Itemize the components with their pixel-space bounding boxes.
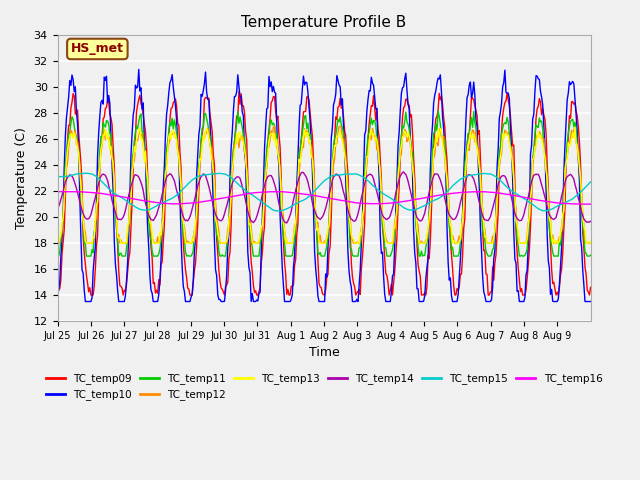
Title: Temperature Profile B: Temperature Profile B	[241, 15, 406, 30]
TC_temp10	[380, 274, 387, 279]
Y-axis label: Temperature (C): Temperature (C)	[15, 127, 28, 229]
Line: TC_temp16: TC_temp16	[58, 192, 591, 204]
TC_temp15	[354, 172, 362, 178]
TC_temp13	[538, 136, 545, 142]
TC_temp11	[435, 108, 442, 114]
TC_temp15	[221, 171, 228, 177]
TC_temp11	[378, 202, 385, 208]
TC_temp14	[540, 190, 548, 196]
TC_temp13	[571, 124, 579, 130]
TC_temp12	[353, 239, 361, 245]
TC_temp16	[539, 198, 547, 204]
TC_temp12	[379, 212, 387, 217]
TC_temp09	[280, 239, 287, 244]
TC_temp13	[54, 240, 61, 246]
TC_temp14	[587, 218, 595, 224]
TC_temp13	[352, 240, 360, 246]
TC_temp10	[135, 67, 143, 72]
TC_temp13	[587, 240, 595, 246]
TC_temp10	[587, 299, 595, 304]
Line: TC_temp09: TC_temp09	[58, 92, 591, 295]
TC_temp15	[276, 208, 284, 214]
TC_temp10	[540, 123, 548, 129]
TC_temp16	[379, 201, 387, 206]
TC_temp13	[445, 215, 453, 220]
TC_temp15	[281, 207, 289, 213]
TC_temp11	[54, 253, 61, 259]
TC_temp09	[587, 285, 595, 290]
TC_temp12	[220, 240, 227, 246]
TC_temp09	[235, 89, 243, 95]
TC_temp14	[220, 215, 227, 220]
TC_temp15	[587, 179, 595, 185]
TC_temp11	[278, 214, 286, 220]
TC_temp11	[587, 252, 595, 258]
TC_temp09	[447, 238, 454, 244]
TC_temp14	[400, 169, 408, 175]
TC_temp10	[281, 299, 289, 304]
TC_temp09	[54, 292, 61, 298]
Line: TC_temp13: TC_temp13	[58, 127, 591, 243]
TC_temp16	[220, 195, 227, 201]
TC_temp13	[378, 195, 385, 201]
TC_temp12	[54, 240, 61, 246]
TC_temp15	[81, 170, 88, 176]
TC_temp14	[353, 215, 361, 220]
TC_temp13	[220, 240, 227, 246]
TC_temp10	[54, 291, 61, 297]
TC_temp12	[271, 123, 278, 129]
TC_temp11	[352, 253, 360, 259]
TC_temp10	[221, 288, 229, 293]
Line: TC_temp12: TC_temp12	[58, 126, 591, 243]
TC_temp11	[447, 230, 454, 236]
Text: HS_met: HS_met	[71, 42, 124, 56]
TC_temp10	[447, 293, 455, 299]
TC_temp15	[54, 174, 61, 180]
TC_temp15	[380, 191, 387, 197]
TC_temp11	[539, 126, 547, 132]
TC_temp16	[587, 201, 595, 207]
X-axis label: Time: Time	[308, 346, 339, 359]
Line: TC_temp15: TC_temp15	[58, 173, 591, 211]
TC_temp12	[587, 240, 595, 246]
TC_temp09	[379, 224, 387, 229]
TC_temp11	[220, 253, 227, 259]
TC_temp16	[584, 201, 591, 207]
Legend: TC_temp09, TC_temp10, TC_temp11, TC_temp12, TC_temp13, TC_temp14, TC_temp15, TC_: TC_temp09, TC_temp10, TC_temp11, TC_temp…	[42, 369, 607, 405]
TC_temp14	[379, 212, 387, 218]
TC_temp16	[447, 191, 454, 196]
TC_temp14	[447, 215, 455, 221]
TC_temp16	[274, 189, 282, 194]
TC_temp09	[220, 289, 227, 295]
TC_temp14	[278, 215, 286, 220]
TC_temp12	[447, 221, 454, 227]
TC_temp16	[54, 189, 61, 194]
TC_temp12	[539, 136, 547, 142]
TC_temp16	[353, 200, 361, 206]
TC_temp13	[278, 214, 286, 220]
Line: TC_temp14: TC_temp14	[58, 172, 591, 223]
TC_temp16	[280, 189, 287, 195]
TC_temp15	[447, 184, 455, 190]
TC_temp12	[280, 214, 287, 219]
TC_temp14	[54, 207, 61, 213]
TC_temp10	[354, 299, 362, 304]
Line: TC_temp10: TC_temp10	[58, 70, 591, 301]
TC_temp09	[539, 106, 547, 111]
TC_temp14	[283, 220, 291, 226]
Line: TC_temp11: TC_temp11	[58, 111, 591, 256]
TC_temp09	[353, 290, 361, 296]
TC_temp15	[540, 208, 548, 214]
TC_temp10	[81, 299, 89, 304]
